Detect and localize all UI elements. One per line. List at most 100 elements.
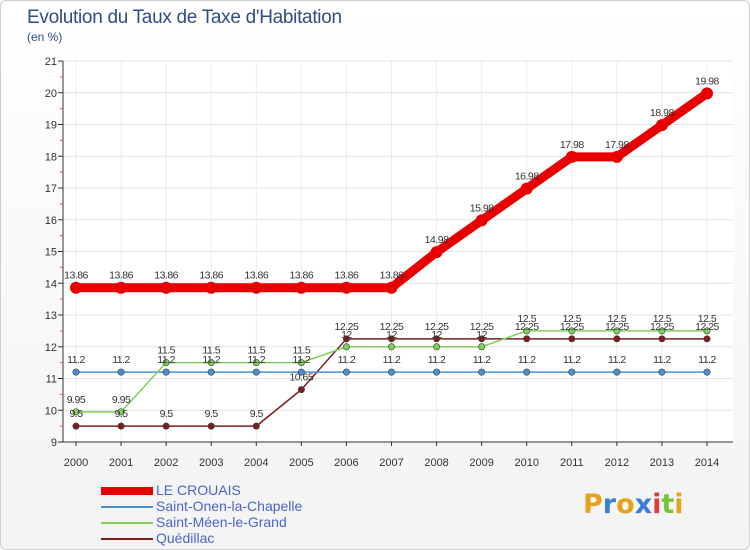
chart-subtitle: (en %) (27, 30, 63, 44)
data-label: 13.86 (335, 270, 359, 282)
x-tick-label: 2011 (560, 457, 584, 469)
data-point (342, 343, 350, 351)
data-label: 12.25 (515, 321, 539, 333)
legend-label: Saint-Méen-le-Grand (156, 514, 287, 530)
legend-swatch (101, 506, 153, 508)
data-label: 9.5 (160, 408, 174, 420)
data-point (658, 327, 666, 335)
x-tick-label: 2013 (650, 457, 674, 469)
data-label: 17.98 (560, 139, 584, 151)
data-label: 13.86 (199, 270, 223, 282)
data-point (568, 368, 576, 376)
data-point (117, 408, 125, 416)
data-label: 13.86 (380, 270, 404, 282)
data-point (162, 422, 170, 430)
data-point (295, 281, 308, 294)
data-point (250, 281, 263, 294)
data-label: 19.98 (695, 75, 719, 87)
data-point (433, 335, 441, 343)
data-label: 11.2 (338, 354, 356, 366)
legend-label: Quédillac (156, 530, 215, 546)
data-label: 12.25 (380, 321, 404, 333)
data-label: 10.65 (289, 372, 313, 384)
x-tick-label: 2005 (289, 457, 313, 469)
logo-letter: o (616, 489, 635, 520)
data-label: 12.25 (650, 321, 674, 333)
data-point (387, 335, 395, 343)
data-point (115, 281, 128, 294)
data-point (703, 335, 711, 343)
legend-swatch (101, 538, 153, 540)
data-label: 12 (476, 329, 487, 341)
data-point (658, 368, 666, 376)
y-tick-label: 17 (45, 183, 57, 195)
x-tick-label: 2009 (469, 457, 493, 469)
data-label: 11.5 (157, 345, 175, 357)
data-point (162, 368, 170, 376)
data-label: 13.86 (244, 270, 268, 282)
data-label: 9.5 (69, 408, 83, 420)
legend-item-saint-onen: Saint-Onen-la-Chapelle (101, 498, 431, 515)
data-label: 12 (386, 329, 397, 341)
x-tick-label: 2006 (334, 457, 358, 469)
data-label: 11.2 (608, 354, 626, 366)
data-point (703, 368, 711, 376)
chart-title: Evolution du Taux de Taxe d'Habitation (27, 7, 342, 28)
data-label: 18.98 (650, 107, 674, 119)
data-label: 11.2 (563, 354, 581, 366)
proxiti-logo: Proxiti (583, 489, 684, 520)
y-tick-label: 21 (45, 56, 57, 68)
x-tick-label: 2000 (64, 457, 88, 469)
legend-label: LE CROUAIS (156, 482, 241, 498)
data-point (701, 87, 713, 100)
data-label: 12 (431, 329, 442, 341)
data-point (117, 422, 125, 430)
data-label: 11.2 (112, 354, 130, 366)
x-tick-label: 2003 (199, 457, 223, 469)
y-tick-label: 11 (46, 374, 57, 386)
data-label: 11.2 (202, 354, 220, 366)
data-label: 11.5 (202, 345, 220, 357)
x-tick-label: 2004 (244, 457, 268, 469)
data-label: 13.86 (109, 270, 133, 282)
data-label: 12.5 (698, 313, 717, 325)
x-tick-label: 2014 (695, 457, 719, 469)
y-tick-label: 20 (45, 88, 57, 100)
data-point (340, 281, 353, 294)
x-tick-label: 2012 (605, 457, 629, 469)
y-tick-label: 9 (51, 437, 57, 449)
legend-item-saint-meen: Saint-Méen-le-Grand (101, 514, 431, 531)
data-point (433, 343, 441, 351)
data-label: 13.86 (289, 270, 313, 282)
data-label: 16.98 (515, 171, 539, 183)
data-label: 17.98 (605, 139, 629, 151)
data-point (520, 182, 533, 195)
data-point (613, 335, 621, 343)
y-tick-label: 15 (45, 247, 57, 259)
data-point (568, 327, 576, 335)
legend-swatch (101, 522, 153, 524)
data-point (430, 246, 443, 259)
data-point (478, 368, 486, 376)
data-point (478, 335, 486, 343)
data-label: 12.25 (335, 321, 359, 333)
data-label: 13.86 (154, 270, 178, 282)
y-tick-label: 13 (45, 310, 57, 322)
data-label: 11.5 (293, 345, 311, 357)
data-label: 11.2 (518, 354, 536, 366)
data-point (252, 359, 260, 367)
data-label: 12.25 (695, 321, 719, 333)
x-tick-label: 2001 (109, 457, 133, 469)
data-point (478, 343, 486, 351)
data-point (297, 386, 305, 394)
data-label: 9.5 (205, 408, 219, 420)
logo-letter: x (634, 489, 653, 520)
x-tick-label: 2010 (514, 457, 538, 469)
x-tick-label: 2008 (424, 457, 448, 469)
data-label: 11.2 (473, 354, 491, 366)
y-tick-label: 18 (45, 151, 57, 163)
legend-item-le-crouais: LE CROUAIS (101, 482, 431, 499)
data-point (475, 214, 488, 227)
data-label: 9.95 (67, 394, 86, 406)
